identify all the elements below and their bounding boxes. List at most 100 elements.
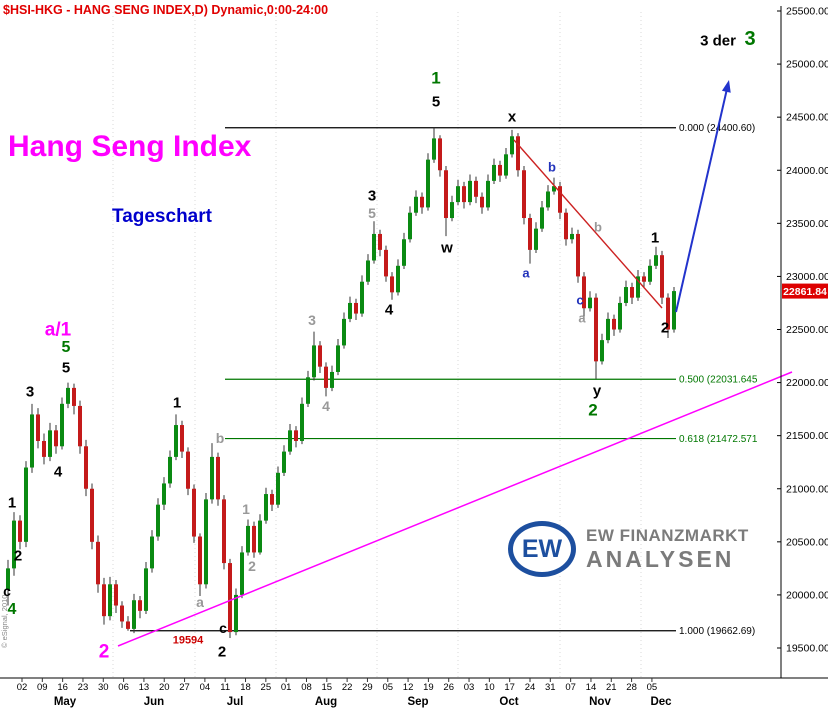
wave-label: 1: [172, 394, 182, 412]
wave-label: 4: [384, 301, 394, 319]
svg-text:12: 12: [403, 682, 414, 693]
svg-text:0.500 (22031.645: 0.500 (22031.645: [679, 375, 758, 386]
svg-text:05: 05: [647, 682, 658, 693]
wave-label: a: [196, 594, 204, 610]
month-separators: [112, 12, 642, 678]
svg-text:27: 27: [179, 682, 190, 693]
candles-layer: [6, 127, 676, 639]
svg-text:20000.00: 20000.00: [786, 589, 828, 601]
wave-label: y: [592, 382, 602, 400]
svg-text:29: 29: [362, 682, 373, 693]
svg-text:15: 15: [322, 682, 333, 693]
svg-text:© eSignal, 2010: © eSignal, 2010: [0, 595, 9, 648]
wave-label: 19594: [172, 634, 204, 647]
svg-text:22: 22: [342, 682, 353, 693]
svg-text:23000.00: 23000.00: [786, 271, 828, 283]
wave-label: 5: [61, 359, 71, 377]
svg-text:18: 18: [240, 682, 251, 693]
svg-text:Oct: Oct: [499, 696, 518, 708]
wave-label: 2: [217, 643, 227, 661]
svg-text:20: 20: [159, 682, 170, 693]
svg-text:08: 08: [301, 682, 312, 693]
wave-label: c: [3, 583, 11, 599]
wave-label: 1: [7, 494, 17, 512]
wave-label: 4: [53, 463, 63, 481]
svg-text:Jun: Jun: [144, 696, 164, 708]
svg-text:0.618 (21472.571: 0.618 (21472.571: [679, 434, 758, 445]
svg-text:19: 19: [423, 682, 434, 693]
svg-text:05: 05: [382, 682, 393, 693]
svg-text:16: 16: [57, 682, 68, 693]
svg-text:Jul: Jul: [227, 696, 244, 708]
wave-label: 2: [248, 558, 256, 574]
wave-label: b: [548, 159, 556, 175]
wave-label: 5: [368, 205, 376, 221]
wave-label: 1: [242, 501, 250, 517]
wave-label: 1: [650, 229, 660, 247]
time-axis: 02 09 16 23 30 06 13 20 27 04 11 18 25 01 08 15 22 29 05 12…: [17, 678, 672, 708]
svg-text:30: 30: [98, 682, 109, 693]
wave-label: c: [219, 620, 227, 636]
wave-label: 2: [660, 319, 670, 337]
svg-text:25500.00: 25500.00: [786, 6, 828, 18]
svg-text:31: 31: [545, 682, 556, 693]
resistance-line: [513, 139, 663, 309]
svg-text:26: 26: [443, 682, 454, 693]
chart-title: $HSI-HKG - HANG SENG INDEX,D) Dynamic,0:…: [3, 3, 329, 17]
wave-label: 2: [98, 641, 110, 663]
svg-text:01: 01: [281, 682, 292, 693]
watermark-index-name: Hang Seng Index: [8, 130, 252, 163]
svg-text:22000.00: 22000.00: [786, 377, 828, 389]
svg-text:17: 17: [504, 682, 515, 693]
support-line: [117, 371, 793, 647]
svg-text:25: 25: [261, 682, 272, 693]
wave-label: 3: [25, 383, 35, 401]
svg-text:04: 04: [200, 682, 211, 693]
svg-text:Nov: Nov: [589, 696, 611, 708]
svg-text:03: 03: [464, 682, 475, 693]
logo-line2: ANALYSEN: [586, 545, 735, 572]
svg-text:21000.00: 21000.00: [786, 483, 828, 495]
svg-text:24000.00: 24000.00: [786, 165, 828, 177]
svg-text:02: 02: [17, 682, 28, 693]
wave-label: b: [594, 219, 602, 235]
wave-label: c: [576, 292, 584, 308]
svg-text:25000.00: 25000.00: [786, 59, 828, 71]
svg-text:1.000 (19662.69): 1.000 (19662.69): [679, 626, 755, 637]
logo-line1: EW FINANZMARKT: [586, 525, 749, 545]
svg-text:24500.00: 24500.00: [786, 112, 828, 124]
svg-text:06: 06: [118, 682, 129, 693]
wave-label: b: [215, 430, 225, 446]
wave-label: 3 der: [700, 32, 736, 50]
wave-label: 2: [13, 547, 23, 565]
svg-text:22500.00: 22500.00: [786, 324, 828, 336]
svg-text:24: 24: [525, 682, 536, 693]
projection-arrow: [675, 80, 731, 313]
svg-text:Aug: Aug: [315, 696, 337, 708]
svg-text:11: 11: [220, 682, 230, 693]
svg-text:22861.84: 22861.84: [783, 286, 827, 298]
svg-text:May: May: [54, 696, 77, 708]
wave-label: 1: [431, 68, 441, 88]
last-price-tag: 22861.84: [782, 283, 828, 299]
svg-text:28: 28: [626, 682, 637, 693]
wave-label: 3: [308, 312, 316, 328]
wave-label: 5: [61, 339, 71, 356]
svg-text:Dec: Dec: [650, 696, 672, 708]
wave-label: 3: [367, 187, 377, 205]
ew-logo-badge: EW: [508, 521, 576, 577]
wave-label: 4: [322, 398, 330, 414]
svg-text:21: 21: [606, 682, 617, 693]
watermark-timeframe: Tageschart: [112, 206, 212, 227]
wave-label: 5: [431, 93, 441, 111]
wave-label: 4: [7, 601, 17, 618]
wave-label: w: [441, 239, 453, 257]
copyright-note: © eSignal, 2010: [0, 595, 9, 648]
ew-analysen-logo: EW EW FINANZMARKT ANALYSEN: [508, 521, 749, 577]
svg-text:23500.00: 23500.00: [786, 218, 828, 230]
svg-text:09: 09: [37, 682, 48, 693]
wave-label: x: [507, 108, 517, 126]
svg-text:14: 14: [586, 682, 597, 693]
